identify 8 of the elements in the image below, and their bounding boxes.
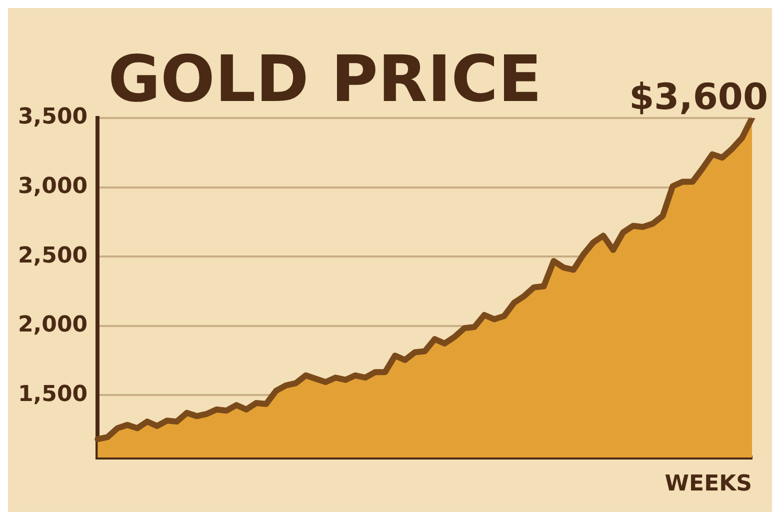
y-tick-label: 2,000 <box>18 312 88 338</box>
y-tick-label: 2,500 <box>18 243 88 268</box>
y-tick-label: 1,500 <box>18 382 88 407</box>
chart-title: GOLD PRICE <box>108 43 542 117</box>
y-tick-label: 3,000 <box>18 174 88 200</box>
text: $3,600 <box>629 77 768 118</box>
x-axis-title: WEEKS <box>664 472 752 497</box>
y-tick-label: 3,500 <box>18 104 88 130</box>
